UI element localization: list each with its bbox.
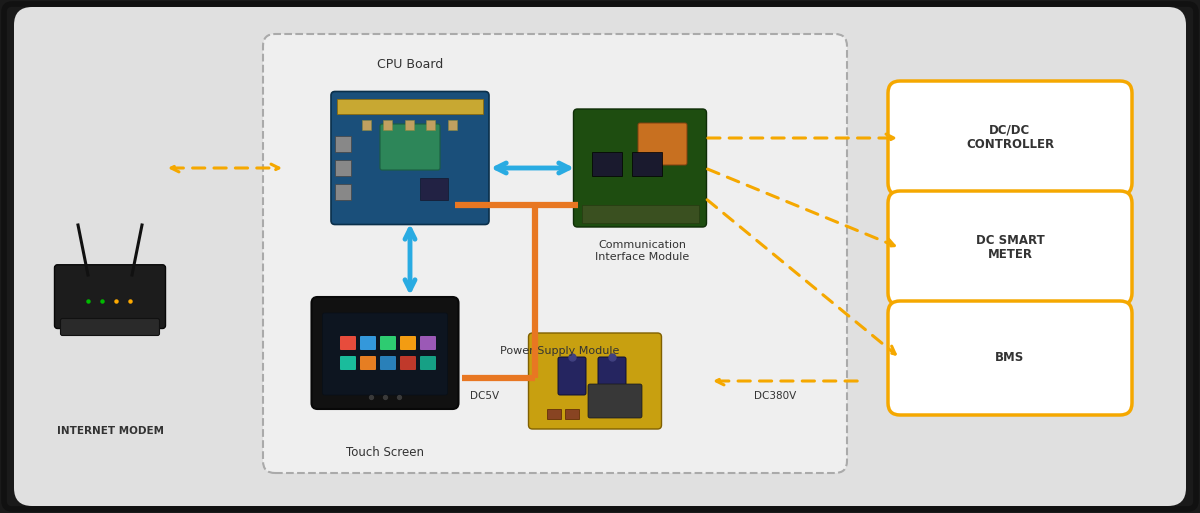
FancyBboxPatch shape	[547, 409, 562, 419]
FancyBboxPatch shape	[638, 123, 688, 165]
FancyBboxPatch shape	[312, 297, 458, 409]
FancyBboxPatch shape	[592, 152, 622, 176]
FancyBboxPatch shape	[528, 333, 661, 429]
FancyBboxPatch shape	[420, 178, 448, 200]
FancyBboxPatch shape	[598, 357, 626, 395]
Text: Power Supply Module: Power Supply Module	[500, 346, 619, 356]
FancyBboxPatch shape	[14, 7, 1186, 506]
Text: DC SMART
METER: DC SMART METER	[976, 233, 1044, 262]
FancyBboxPatch shape	[380, 124, 440, 170]
Text: INTERNET MODEM: INTERNET MODEM	[56, 426, 163, 436]
FancyBboxPatch shape	[4, 4, 1196, 509]
FancyBboxPatch shape	[420, 356, 436, 370]
Text: Communication
Interface Module: Communication Interface Module	[595, 240, 689, 262]
FancyBboxPatch shape	[360, 356, 376, 370]
FancyBboxPatch shape	[362, 120, 371, 130]
FancyBboxPatch shape	[360, 336, 376, 350]
FancyBboxPatch shape	[400, 356, 416, 370]
Text: BMS: BMS	[995, 351, 1025, 364]
FancyBboxPatch shape	[380, 336, 396, 350]
Text: Touch Screen: Touch Screen	[346, 446, 424, 460]
Text: CPU Board: CPU Board	[377, 58, 443, 71]
Text: DC5V: DC5V	[470, 391, 499, 401]
FancyBboxPatch shape	[426, 120, 436, 130]
FancyBboxPatch shape	[331, 91, 490, 225]
Text: DC/DC
CONTROLLER: DC/DC CONTROLLER	[966, 124, 1054, 151]
FancyBboxPatch shape	[335, 160, 352, 176]
FancyBboxPatch shape	[60, 319, 160, 336]
FancyBboxPatch shape	[384, 120, 392, 130]
FancyBboxPatch shape	[582, 205, 698, 223]
Text: DC380V: DC380V	[754, 391, 796, 401]
FancyBboxPatch shape	[420, 336, 436, 350]
FancyBboxPatch shape	[380, 356, 396, 370]
FancyBboxPatch shape	[888, 81, 1132, 195]
FancyBboxPatch shape	[400, 336, 416, 350]
FancyBboxPatch shape	[888, 191, 1132, 305]
FancyBboxPatch shape	[448, 120, 457, 130]
FancyBboxPatch shape	[335, 136, 352, 152]
FancyBboxPatch shape	[323, 313, 448, 395]
FancyBboxPatch shape	[558, 357, 586, 395]
FancyBboxPatch shape	[574, 109, 707, 227]
FancyBboxPatch shape	[406, 120, 414, 130]
FancyBboxPatch shape	[337, 98, 482, 113]
FancyBboxPatch shape	[263, 34, 847, 473]
FancyBboxPatch shape	[588, 384, 642, 418]
FancyBboxPatch shape	[340, 356, 356, 370]
FancyBboxPatch shape	[888, 301, 1132, 415]
FancyBboxPatch shape	[565, 409, 580, 419]
FancyBboxPatch shape	[54, 265, 166, 328]
FancyBboxPatch shape	[340, 336, 356, 350]
FancyBboxPatch shape	[335, 184, 352, 200]
FancyBboxPatch shape	[632, 152, 662, 176]
